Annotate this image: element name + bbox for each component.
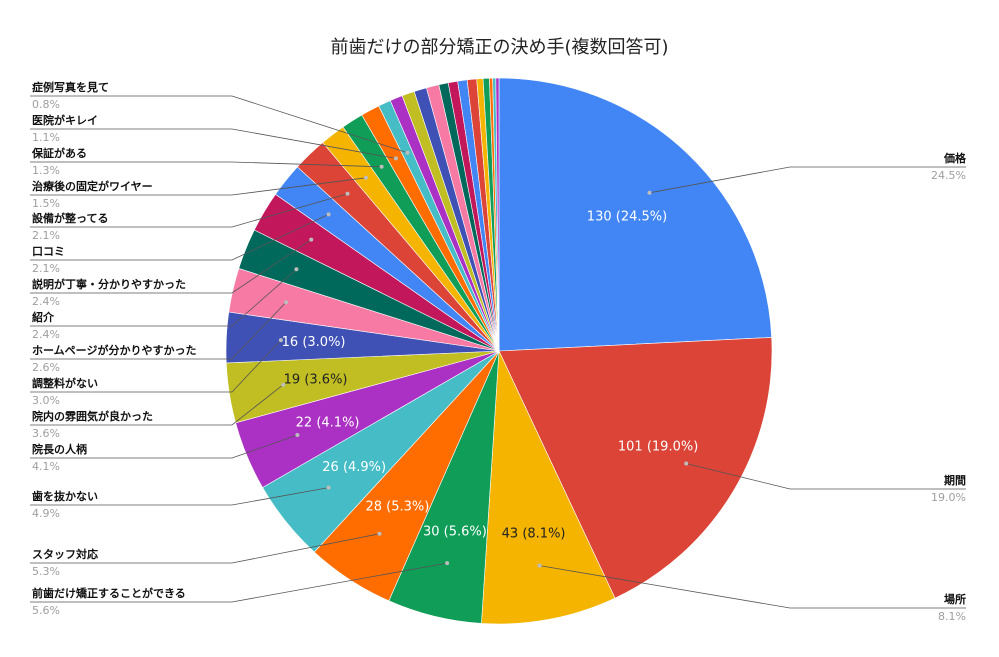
slice-category-labels: 症例写真を見て 0.8% 医院がキレイ 1.1% 保証がある 1.3% 治療後の固定がワイヤ… — [31, 80, 967, 623]
category-label: 歯を抜かない — [32, 489, 98, 503]
slice-value-label: 26 (4.9%) — [322, 460, 386, 475]
leader-dot — [684, 461, 689, 466]
slice-value-label: 16 (3.0%) — [282, 335, 346, 350]
leader-dot — [326, 485, 331, 490]
percent-label: 8.1% — [938, 610, 966, 623]
category-label: 院長の人柄 — [32, 442, 87, 456]
leader-dot — [537, 563, 542, 568]
category-label: 治療後の固定がワイヤー — [32, 179, 153, 193]
leader-line — [686, 463, 966, 490]
leader-line — [30, 562, 448, 603]
percent-label: 2.1% — [32, 229, 60, 242]
leader-line — [30, 434, 298, 459]
leader-line — [30, 239, 312, 294]
leader-dot — [281, 382, 286, 387]
category-label: 期間 — [944, 473, 966, 487]
slice-value-label: 19 (3.6%) — [284, 373, 348, 388]
category-label: 前歯だけ矯正することができる — [32, 586, 186, 600]
leader-dot — [278, 338, 283, 343]
leader-dot — [379, 164, 384, 169]
pie-slice — [481, 350, 616, 625]
percent-label: 5.3% — [32, 565, 60, 578]
leader-dot — [295, 433, 300, 437]
percent-label: 2.4% — [32, 295, 60, 308]
leader-line — [30, 161, 382, 168]
category-label: 設備が整ってる — [32, 211, 108, 225]
pie-slice — [498, 77, 772, 352]
pie-slice — [498, 337, 773, 599]
percent-label: 19.0% — [931, 491, 966, 504]
category-label: 説明が丁寧・分かりやすかった — [32, 277, 186, 291]
slice-value-labels: 130 (24.5%) 101 (19.0%) 43 (8.1%) 30 (5.6%)… — [282, 210, 699, 542]
pie-slices — [225, 77, 773, 625]
slice-value-label: 22 (4.1%) — [296, 415, 360, 430]
percent-label: 2.4% — [32, 328, 60, 341]
percent-label: 1.3% — [32, 164, 60, 177]
chart-title: 前歯だけの部分矯正の決め手(複数回答可) — [330, 37, 669, 58]
leader-line — [649, 166, 966, 194]
leader-line — [30, 268, 297, 327]
leader-line — [30, 384, 284, 426]
leader-dot — [393, 156, 398, 161]
percent-label: 3.6% — [32, 427, 60, 440]
category-label: 口コミ — [32, 245, 65, 258]
leader-dot — [445, 561, 450, 566]
percent-label: 1.5% — [32, 197, 60, 210]
leader-line — [30, 301, 287, 360]
slice-value-label: 43 (8.1%) — [502, 526, 566, 541]
pie-slice — [495, 77, 500, 352]
leader-line — [30, 214, 329, 261]
slice-value-label: 30 (5.6%) — [423, 524, 487, 539]
category-label: 医院がキレイ — [32, 113, 98, 127]
leader-lines — [30, 95, 966, 609]
percent-label: 5.6% — [32, 604, 60, 617]
slice-value-label: 101 (19.0%) — [618, 440, 698, 455]
leader-dot — [284, 300, 289, 305]
category-label: ホームページが分かりやすかった — [32, 343, 196, 357]
category-label: 症例写真を見て — [32, 80, 109, 94]
category-label: 院内の雰囲気が良かった — [32, 409, 153, 423]
leader-line — [30, 487, 329, 506]
leader-line — [30, 533, 380, 564]
percent-label: 2.1% — [32, 262, 60, 275]
leader-dot — [294, 267, 299, 272]
leader-dot — [647, 190, 652, 195]
percent-label: 3.0% — [32, 394, 60, 407]
percent-label: 4.9% — [32, 507, 60, 520]
leader-dot — [405, 150, 410, 155]
slice-value-label: 130 (24.5%) — [587, 210, 667, 225]
leader-dot — [326, 212, 331, 217]
leader-dot — [377, 531, 382, 536]
leader-line — [30, 193, 348, 228]
percent-label: 0.8% — [32, 98, 60, 111]
percent-label: 24.5% — [931, 169, 966, 182]
leader-line — [30, 339, 282, 393]
leader-line — [30, 128, 396, 159]
category-label: 調整料がない — [32, 376, 98, 390]
category-label: 価格 — [943, 151, 967, 165]
leader-dot — [309, 237, 314, 242]
slice-value-label: 28 (5.3%) — [365, 499, 429, 514]
leader-line — [30, 177, 366, 196]
leader-dot — [345, 191, 350, 196]
percent-label: 4.1% — [32, 460, 60, 473]
category-label: 保証がある — [31, 146, 87, 160]
category-label: 場所 — [944, 592, 966, 606]
percent-label: 1.1% — [32, 131, 60, 144]
leader-dot — [363, 175, 368, 180]
category-label: 紹介 — [32, 310, 55, 324]
category-label: スタッフ対応 — [32, 547, 98, 561]
leader-line — [539, 565, 966, 609]
percent-label: 2.6% — [32, 361, 60, 374]
leader-line — [30, 95, 408, 154]
